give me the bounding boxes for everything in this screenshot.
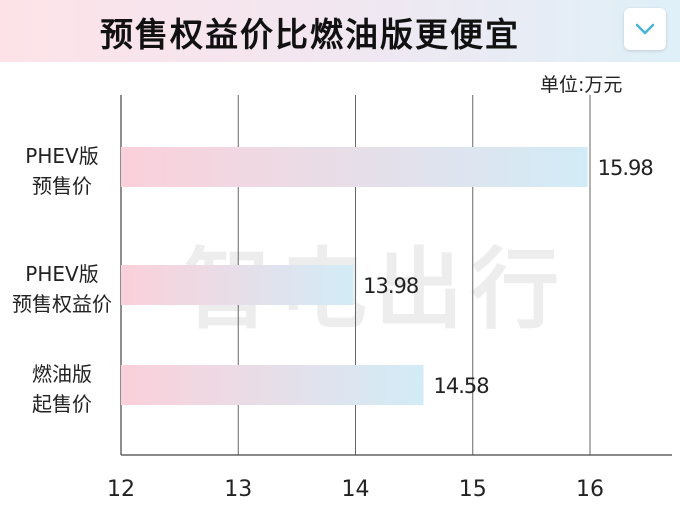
category-label: PHEV版 — [25, 144, 98, 168]
bar — [121, 365, 424, 405]
x-tick-label: 14 — [342, 477, 370, 502]
collapse-button[interactable] — [624, 8, 666, 50]
unit-label: 单位:万元 — [540, 74, 623, 96]
value-label: 14.58 — [434, 374, 489, 398]
header-banner: 预售权益价比燃油版更便宜 — [0, 0, 680, 62]
x-tick-label: 16 — [576, 477, 604, 502]
category-label: PHEV版 — [25, 262, 98, 286]
x-tick-label: 13 — [224, 477, 252, 502]
category-label: 预售权益价 — [12, 292, 112, 316]
page-title: 预售权益价比燃油版更便宜 — [100, 15, 520, 54]
value-label: 13.98 — [363, 274, 418, 298]
chevron-down-icon — [635, 23, 655, 35]
x-tick-label: 15 — [459, 477, 487, 502]
bar — [121, 147, 588, 187]
bar — [121, 265, 354, 305]
category-label: 起售价 — [32, 392, 92, 416]
x-tick-label: 12 — [107, 477, 135, 502]
category-label: 燃油版 — [32, 362, 92, 386]
value-label: 15.98 — [598, 156, 653, 180]
category-label: 预售价 — [32, 174, 92, 198]
